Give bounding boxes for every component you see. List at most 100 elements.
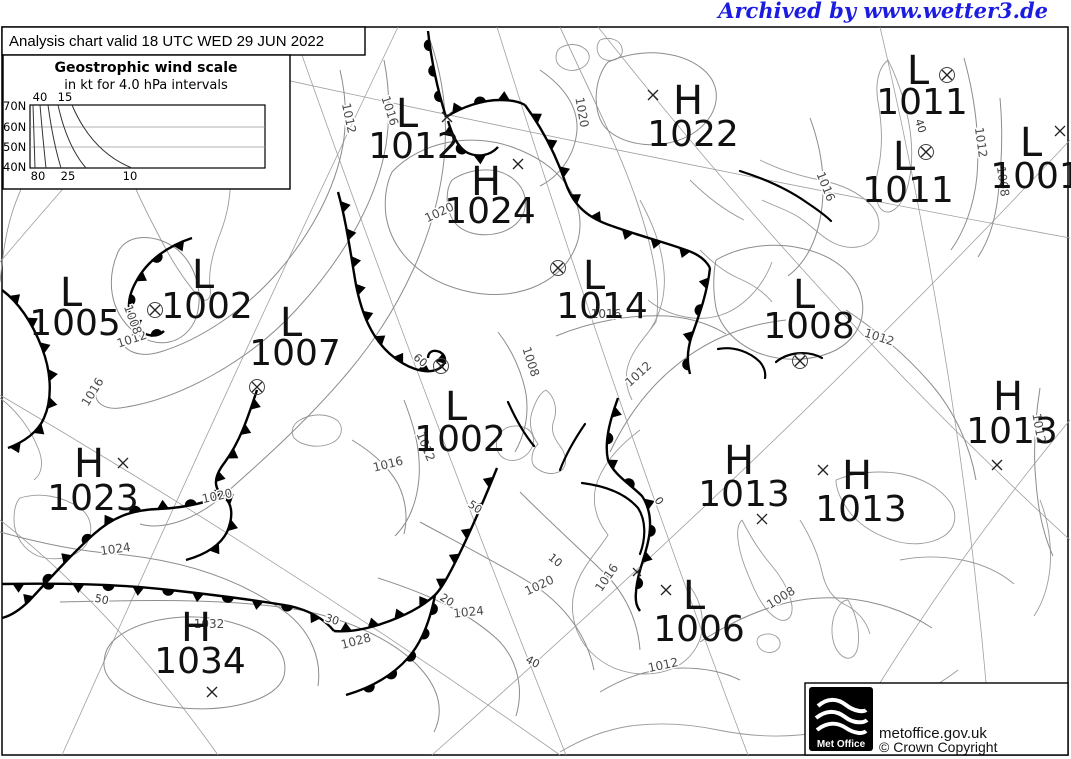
- pressure-center-L-1011-letter: L: [907, 48, 930, 94]
- pressure-center-H-1013-letter: H: [724, 438, 754, 484]
- pressure-center-L-1014-letter: L: [583, 253, 606, 299]
- warm-front-semicircle-icon: [423, 39, 431, 52]
- warm-front-semicircle-icon: [649, 524, 656, 537]
- pressure-center-H-1013-value: 1013: [698, 474, 790, 515]
- pressure-center-H-1013-value: 1013: [815, 489, 907, 530]
- chart-title: Analysis chart valid 18 UTC WED 29 JUN 2…: [9, 33, 324, 50]
- pressure-center-L-1005-value: 1005: [29, 303, 121, 344]
- graticule-line: [597, 26, 1071, 541]
- warm-front-semicircle-icon: [624, 478, 635, 489]
- warm-front-semicircle-icon: [152, 253, 163, 263]
- lat-label-60n: 60N: [3, 120, 26, 134]
- warm-front-semicircle-icon: [606, 432, 614, 445]
- wind-scale-subtitle: in kt for 4.0 hPa intervals: [64, 78, 228, 93]
- cold-front-triangle-icon: [157, 499, 170, 510]
- warm-front-semicircle-icon: [430, 603, 438, 615]
- cold-front-triangle-icon: [393, 352, 404, 364]
- cold-front-triangle-icon: [417, 361, 430, 372]
- isobars: [0, 39, 1054, 733]
- logo-wave-icon: [814, 709, 869, 725]
- cold-front-triangle-icon: [482, 476, 494, 488]
- cold-front-triangle-icon: [250, 398, 261, 410]
- crown-copyright: © Crown Copyright: [879, 739, 998, 755]
- front-symbols: [9, 39, 709, 693]
- coast-greece: [831, 599, 859, 659]
- trough-line: [738, 169, 833, 223]
- cold-front-triangle-icon: [48, 369, 58, 382]
- pressure-center-L-1002-value: 1002: [414, 419, 506, 460]
- isobar-1024: [0, 531, 320, 687]
- isobar-1012: [119, 69, 346, 355]
- lat-label-70n: 70N: [3, 99, 26, 113]
- coast-white-sea: [759, 159, 880, 248]
- cold-front-triangle-icon: [559, 166, 570, 178]
- cold-front-triangle-icon: [650, 238, 662, 249]
- pressure-center-L-1012-letter: L: [396, 91, 419, 137]
- isobar-1012: [599, 667, 741, 693]
- warm-front-semicircle-icon: [184, 499, 197, 507]
- cold-front-triangle-icon: [448, 553, 460, 565]
- cold-front-triangle-icon: [27, 317, 38, 328]
- cold-front-triangle-icon: [621, 229, 634, 240]
- pressure-center-H-1024-value: 1024: [444, 191, 536, 232]
- cold-front-triangle-icon: [374, 335, 386, 346]
- isobar-1012: [1034, 387, 1054, 557]
- occluded-front-hook: [446, 120, 499, 157]
- cold-front-triangle-icon: [240, 423, 252, 435]
- pressure-center-L-1011-center-circle: [918, 144, 934, 160]
- pressure-center-L-1014-x-mark: [552, 262, 564, 274]
- isobar-1016: [351, 439, 407, 535]
- cold-front-triangle-icon: [23, 594, 34, 605]
- warm-front-semicircle-icon: [81, 533, 93, 544]
- isobar-1012: [713, 244, 864, 360]
- trough-line: [558, 422, 587, 472]
- title-box-frame: [1, 26, 366, 56]
- warm-front-semicircle-icon: [474, 96, 486, 104]
- logo-wave-icon: [815, 721, 868, 735]
- cold-front-triangle-icon: [339, 622, 352, 632]
- cold-front-triangle-icon: [362, 310, 374, 322]
- pressure-center-L-1011-x-mark: [920, 146, 932, 158]
- graticule-line: [879, 26, 993, 756]
- isobar-1020: [595, 52, 717, 146]
- coast-labrador: [0, 397, 42, 481]
- coast-great-britain: [529, 389, 567, 474]
- cold-front-triangle-icon: [212, 489, 224, 500]
- pressure-center-L-1011-value: 1011: [862, 170, 954, 211]
- pressure-center-H-1034-letter: H: [181, 605, 211, 651]
- pressure-center-L-1008-value: 1008: [763, 306, 855, 347]
- warm-front-semicircle-icon: [386, 669, 398, 680]
- warm-front-semicircle-icon: [42, 573, 53, 585]
- metoffice-url: metoffice.gov.uk: [879, 725, 987, 742]
- warm-front-semicircle-icon: [42, 583, 55, 590]
- warm-front-semicircle-icon: [221, 596, 234, 603]
- cold-front-triangle-icon: [351, 256, 362, 268]
- scale-bottom-10: 10: [123, 169, 138, 183]
- pressure-center-L-1002-x-mark: [149, 304, 161, 316]
- cold-front-triangle-icon: [642, 551, 653, 563]
- pressure-center-L-1011-center-circle: [939, 67, 955, 83]
- scale-top-15: 15: [58, 90, 73, 104]
- isobar-1012: [950, 57, 979, 251]
- isobar-label-1016: 1016: [591, 307, 622, 321]
- isobar-label-1020: 1020: [572, 96, 591, 129]
- cold-front-triangle-icon: [679, 247, 691, 259]
- warm-front-semicircle-icon: [421, 628, 430, 640]
- isobar-1012: [845, 309, 977, 481]
- cold-front-triangle-icon: [215, 470, 226, 483]
- pressure-center-H-1023-value: 1023: [47, 478, 139, 519]
- pressure-center-L-1007-x-mark: [251, 381, 263, 393]
- pressure-center-H-1022-letter: H: [673, 78, 703, 124]
- isobar-1016: [787, 117, 824, 277]
- pressure-center-H-1013-letter: H: [993, 374, 1023, 420]
- graticule-line: [0, 394, 561, 756]
- pressure-center-H-1023-letter: H: [74, 441, 104, 487]
- isobar-1020: [139, 39, 446, 527]
- pressure-center-H-1013-x-mark: [817, 464, 829, 476]
- isobar-1008: [497, 331, 528, 453]
- cold-front-labrador: [1, 289, 51, 450]
- pressure-center-H-1013-letter: H: [842, 453, 872, 499]
- warm-front-semicircle-icon: [128, 293, 136, 306]
- wind-scale-curve: [39, 104, 47, 169]
- warm-front-semicircle-icon: [129, 505, 142, 514]
